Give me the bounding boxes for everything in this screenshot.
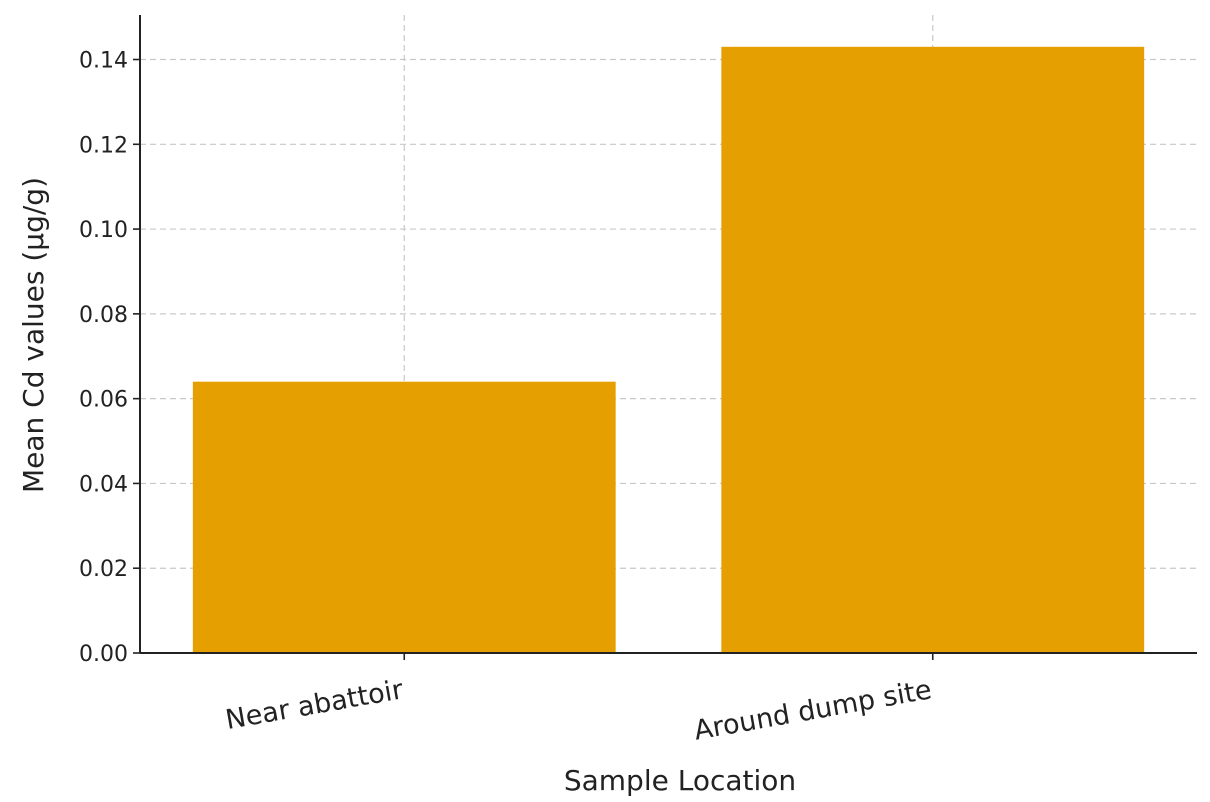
bar-layer (192, 46, 1145, 654)
bar-around-dump-site (721, 46, 1145, 654)
axis-layer (133, 15, 1197, 660)
y-tick-label: 0.10 (79, 218, 128, 243)
y-tick-label: 0.08 (79, 303, 128, 328)
y-tick-label: 0.00 (79, 642, 128, 667)
x-axis-title: Sample Location (564, 764, 796, 797)
bar-near-abattoir (192, 381, 616, 653)
y-tick-label: 0.06 (79, 388, 128, 413)
y-tick-label: 0.12 (79, 133, 128, 158)
x-tick-label: Around dump site (692, 674, 934, 746)
y-tick-label: 0.14 (79, 49, 128, 74)
y-tick-label: 0.02 (79, 557, 128, 582)
y-axis-title: Mean Cd values (µg/g) (17, 177, 50, 493)
y-tick-label: 0.04 (79, 472, 128, 497)
x-tick-label: Near abattoir (223, 674, 406, 736)
